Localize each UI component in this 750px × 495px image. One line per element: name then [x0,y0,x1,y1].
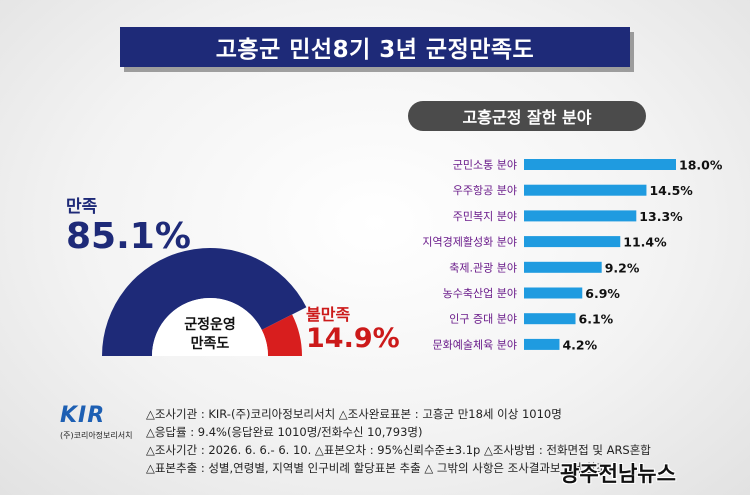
bar-category-label: 군민소통 분야 [453,159,517,172]
bar-category-label: 주민복지 분야 [453,210,517,223]
survey-notes: △조사기관 : KIR-(주)코리아정보리서치 △조사완료표본 : 고흥군 만1… [146,405,651,477]
bar-category-label: 인구 증대 분야 [449,313,517,326]
bar-chart-title: 고흥군정 잘한 분야 [462,108,592,127]
bar-category-label: 농수축산업 분야 [443,287,517,300]
satisfied-value: 85.1% [66,216,191,257]
bar-value-label: 18.0% [679,158,723,173]
bar [524,338,560,350]
bar [524,236,621,248]
satisfied-label: 만족 [66,197,98,217]
bar [524,184,647,196]
bar [524,313,576,325]
bar-value-label: 6.9% [585,286,620,301]
gauge-center-line2: 만족도 [190,336,230,352]
bar [524,159,676,170]
bar [524,261,602,273]
survey-note-line: △응답률 : 9.4%(응답완료 1010명/전화수신 10,793명) [146,425,423,439]
title-bar: 고흥군 민선8기 3년 군정만족도 [120,27,630,67]
bar-chart-title-pill: 고흥군정 잘한 분야 [408,101,646,131]
survey-note-line: △표본추출 : 성별,연령별, 지역별 인구비례 할당표본 추출 △ 그밖의 사… [146,461,607,475]
unsatisfied-label: 불만족 [306,305,351,324]
bar [524,210,637,222]
gauge-inner-white [152,298,268,356]
bar-value-label: 11.4% [623,235,667,250]
bar-category-label: 축제.관광 분야 [449,261,517,274]
bar-value-label: 13.3% [639,209,683,224]
bar-value-label: 4.2% [562,337,597,352]
bar-category-label: 문화예술체육 분야 [433,338,517,351]
bar [524,287,583,299]
bar-category-label: 우주항공 분야 [453,184,517,197]
bar-value-label: 6.1% [579,312,614,327]
gauge-arc-unsatisfied [261,314,302,356]
page-title: 고흥군 민선8기 3년 군정만족도 [215,37,535,63]
kir-logo: KIR (주)코리아정보리서치 [60,403,142,441]
bar-value-label: 9.2% [605,260,640,275]
news-watermark: 광주전남뉴스 [560,462,676,486]
bar-value-label: 14.5% [649,183,693,198]
gauge-center-line1: 군정운영 [184,317,236,333]
survey-note-line: △조사기관 : KIR-(주)코리아정보리서치 △조사완료표본 : 고흥군 만1… [146,407,562,421]
gauge-arc-satisfied [102,248,307,356]
logo-wordmark: KIR [60,403,106,428]
logo-company-name: (주)코리아정보리서치 [60,431,133,440]
survey-note-line: △조사기간 : 2026. 6. 6.- 6. 10. △표본오차 : 95%신… [146,443,651,457]
unsatisfied-value: 14.9% [306,323,400,354]
gauge-center-label: 군정운영 만족도 [165,316,255,354]
bar-category-label: 지역경제활성화 분야 [422,235,517,249]
